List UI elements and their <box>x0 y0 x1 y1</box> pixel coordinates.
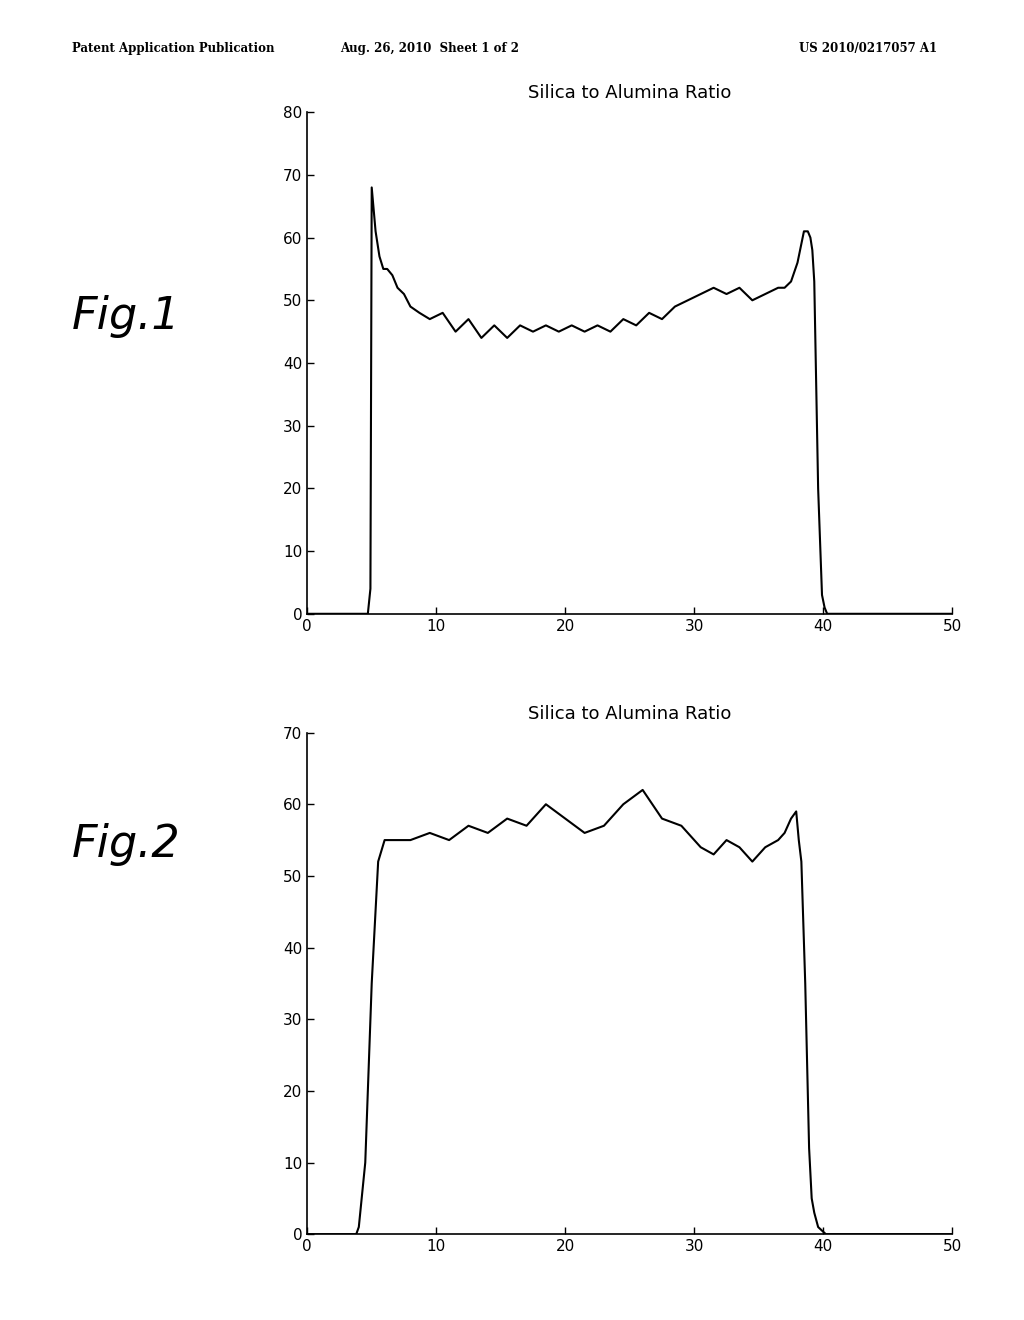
Title: Silica to Alumina Ratio: Silica to Alumina Ratio <box>528 705 731 723</box>
Title: Silica to Alumina Ratio: Silica to Alumina Ratio <box>528 84 731 103</box>
Text: Aug. 26, 2010  Sheet 1 of 2: Aug. 26, 2010 Sheet 1 of 2 <box>341 42 519 55</box>
Text: Patent Application Publication: Patent Application Publication <box>72 42 274 55</box>
Text: US 2010/0217057 A1: US 2010/0217057 A1 <box>799 42 937 55</box>
Text: Fig.2: Fig.2 <box>72 824 180 866</box>
Text: Fig.1: Fig.1 <box>72 296 180 338</box>
